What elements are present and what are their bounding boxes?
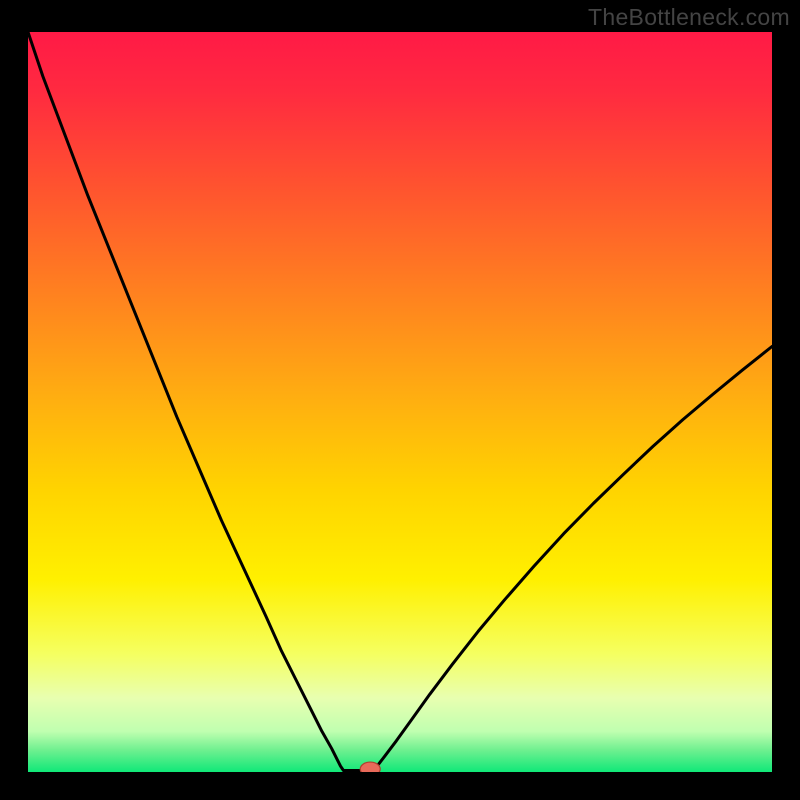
optimum-marker [360, 762, 380, 776]
chart-stage: TheBottleneck.com [0, 0, 800, 800]
watermark-text: TheBottleneck.com [588, 4, 790, 31]
bottleneck-chart [0, 0, 800, 800]
plot-background [28, 32, 772, 772]
